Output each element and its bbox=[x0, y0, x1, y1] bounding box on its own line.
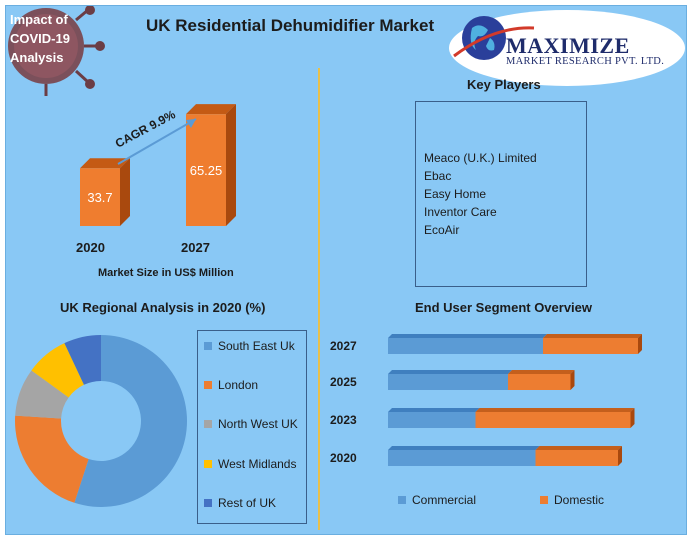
segment-bar-side bbox=[630, 408, 635, 428]
segment-bar-top bbox=[388, 408, 480, 412]
bar-side bbox=[226, 104, 236, 226]
market-size-chart: 33.7 65.25 CAGR 9.9% bbox=[80, 104, 236, 226]
segment-bar-top bbox=[475, 408, 635, 412]
legend-rest-of-uk: Rest of UK bbox=[204, 496, 276, 510]
segment-bar-side bbox=[638, 334, 642, 354]
legend-swatch bbox=[204, 380, 212, 389]
segment-bar-top bbox=[543, 334, 642, 338]
legend-west-midlands: West Midlands bbox=[204, 457, 296, 471]
legend-swatch bbox=[398, 495, 406, 504]
segment-title: End User Segment Overview bbox=[415, 300, 593, 315]
legend-south-east: South East Uk bbox=[204, 339, 295, 353]
regional-legend bbox=[197, 330, 307, 524]
segment-year-label: 2023 bbox=[330, 413, 357, 427]
legend-label: London bbox=[218, 378, 259, 392]
legend-swatch bbox=[540, 495, 548, 504]
legend-label: Commercial bbox=[412, 493, 477, 507]
key-player-item: Meaco (U.K.) Limited bbox=[424, 151, 537, 165]
cagr-arrow bbox=[117, 118, 197, 165]
donut-slice-3 bbox=[31, 343, 84, 398]
segment-year-label: 2027 bbox=[330, 339, 357, 353]
legend-london: London bbox=[204, 378, 258, 392]
cagr-arrowhead bbox=[186, 119, 196, 128]
bar-value-label: 33.7 bbox=[87, 190, 112, 205]
segment-bar-top bbox=[535, 446, 622, 450]
key-players-title: Key Players bbox=[467, 77, 541, 92]
key-player-item: EcoAir bbox=[424, 223, 460, 237]
segment-bar-top bbox=[388, 334, 547, 338]
segment-bar-side bbox=[570, 370, 575, 390]
legend-swatch bbox=[204, 419, 212, 428]
cagr-label: CAGR 9.9% bbox=[113, 107, 178, 151]
segment-bar-commercial-2025 bbox=[388, 374, 508, 390]
x-tick-2027: 2027 bbox=[181, 240, 210, 255]
segment-year-label: 2020 bbox=[330, 451, 357, 465]
divider bbox=[318, 68, 320, 530]
bar-value-label: 65.25 bbox=[190, 163, 223, 178]
legend-label: Domestic bbox=[554, 493, 605, 507]
bar-top bbox=[186, 104, 236, 115]
legend-label: Rest of UK bbox=[218, 496, 277, 510]
segment-bar-commercial-2027 bbox=[388, 338, 543, 354]
legend-swatch bbox=[204, 341, 212, 350]
segment-bar-side bbox=[618, 446, 622, 466]
donut-slice-0 bbox=[74, 335, 188, 507]
legend-swatch bbox=[204, 498, 212, 507]
bar-top bbox=[80, 158, 130, 169]
logo-name: MAXIMIZE bbox=[506, 33, 630, 58]
key-player-item: Easy Home bbox=[424, 187, 487, 201]
x-tick-2020: 2020 bbox=[76, 240, 105, 255]
infographic-panel: Impact of COVID-19 Analysis UK Residenti… bbox=[5, 5, 687, 535]
bar-2027 bbox=[186, 114, 226, 226]
page-title: UK Residential Dehumidifier Market bbox=[146, 16, 435, 35]
maximize-logo bbox=[449, 10, 685, 86]
donut-slice-2 bbox=[15, 370, 69, 419]
covid-line-1: Impact of bbox=[10, 12, 68, 27]
donut-slice-1 bbox=[15, 415, 89, 503]
legend-commercial: Commercial bbox=[398, 493, 476, 507]
segment-stacked-chart: 2027 2025 2023 2020 bbox=[330, 334, 642, 466]
legend-label: North West UK bbox=[218, 417, 298, 431]
segment-bar-commercial-2023 bbox=[388, 412, 476, 428]
segment-bar-top bbox=[388, 446, 540, 450]
logo-subtitle: MARKET RESEARCH PVT. LTD. bbox=[506, 56, 665, 67]
regional-title: UK Regional Analysis in 2020 (%) bbox=[60, 300, 266, 315]
key-players-list: Meaco (U.K.) Limited Ebac Easy Home Inve… bbox=[424, 149, 537, 239]
regional-donut-chart bbox=[15, 335, 188, 507]
segment-bar-top bbox=[508, 370, 575, 374]
legend-domestic: Domestic bbox=[540, 493, 604, 507]
bar-2020 bbox=[80, 168, 120, 226]
legend-north-west: North West UK bbox=[204, 417, 298, 431]
segment-bar-domestic-2020 bbox=[535, 450, 618, 466]
segment-bar-domestic-2025 bbox=[508, 374, 571, 390]
segment-bar-domestic-2023 bbox=[475, 412, 631, 428]
segment-year-label: 2025 bbox=[330, 375, 357, 389]
legend-swatch bbox=[204, 459, 212, 468]
bar-side bbox=[120, 158, 130, 226]
key-player-item: Inventor Care bbox=[424, 205, 497, 219]
virus-icon bbox=[8, 6, 105, 96]
segment-bar-top bbox=[388, 370, 512, 374]
legend-label: South East Uk bbox=[218, 339, 295, 353]
covid-line-2: COVID-19 bbox=[10, 31, 70, 46]
segment-bar-domestic-2027 bbox=[543, 338, 638, 354]
legend-label: West Midlands bbox=[218, 457, 297, 471]
covid-badge-text: Impact of COVID-19 Analysis bbox=[10, 10, 70, 67]
key-player-item: Ebac bbox=[424, 169, 452, 183]
segment-bar-commercial-2020 bbox=[388, 450, 536, 466]
key-players-box bbox=[415, 101, 587, 287]
donut-slice-4 bbox=[64, 335, 101, 385]
covid-line-3: Analysis bbox=[10, 50, 64, 65]
market-size-caption: Market Size in US$ Million bbox=[98, 267, 234, 279]
